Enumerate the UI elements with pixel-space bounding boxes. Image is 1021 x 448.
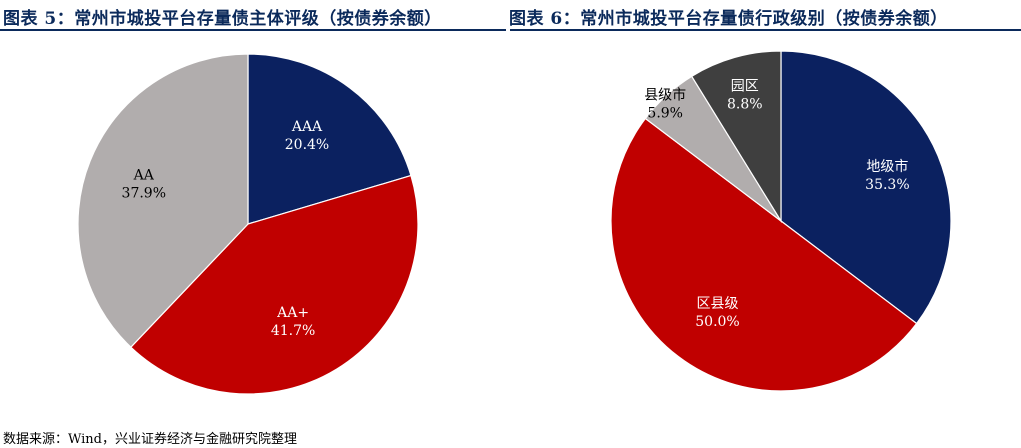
data-source-note: 数据来源：Wind，兴业证券经济与金融研究院整理 [3, 432, 297, 447]
slice-category-label: 地级市 [866, 158, 908, 175]
slice-value-label: 50.0% [695, 314, 739, 330]
slice-value-label: 5.9% [647, 105, 683, 121]
pie-slice [77, 53, 249, 349]
pie-chart-rating: AAA 20.4% AA+ 41.7% AA 37.9% [77, 53, 419, 395]
slice-category-label: AA [133, 167, 155, 183]
pie-slice [247, 53, 412, 225]
pie-slice [690, 50, 782, 224]
pie-slice [780, 50, 952, 325]
slice-value-label: 41.7% [271, 323, 315, 339]
slice-value-label: 20.4% [285, 137, 329, 153]
slice-category-label: 区县级 [697, 296, 739, 312]
title-rule-right [510, 29, 1021, 31]
pie-slice [610, 117, 918, 392]
slice-value-label: 37.9% [122, 185, 166, 201]
slice-value-label: 35.3% [865, 177, 909, 193]
pie-chart-admin-level: 地级市 35.3% 区县级 50.0% 县级市 5.9% 园区 8.8% [610, 50, 952, 392]
slice-category-label: AA+ [276, 305, 309, 321]
slice-value-label: 8.8% [727, 96, 763, 112]
slice-category-label: AAA [291, 119, 323, 135]
title-bar: 图表 5：常州市城投平台存量债主体评级（按债券余额） 图表 6：常州市城投平台存… [0, 0, 1021, 31]
pie-slice [130, 174, 419, 395]
chart-title-left: 图表 5：常州市城投平台存量债主体评级（按债券余额） [3, 9, 442, 29]
slice-category-label: 园区 [731, 78, 759, 94]
title-rule-left [0, 29, 506, 31]
slice-category-label: 县级市 [644, 86, 686, 103]
chart-title-right: 图表 6：常州市城投平台存量债行政级别（按债券余额） [509, 9, 948, 29]
